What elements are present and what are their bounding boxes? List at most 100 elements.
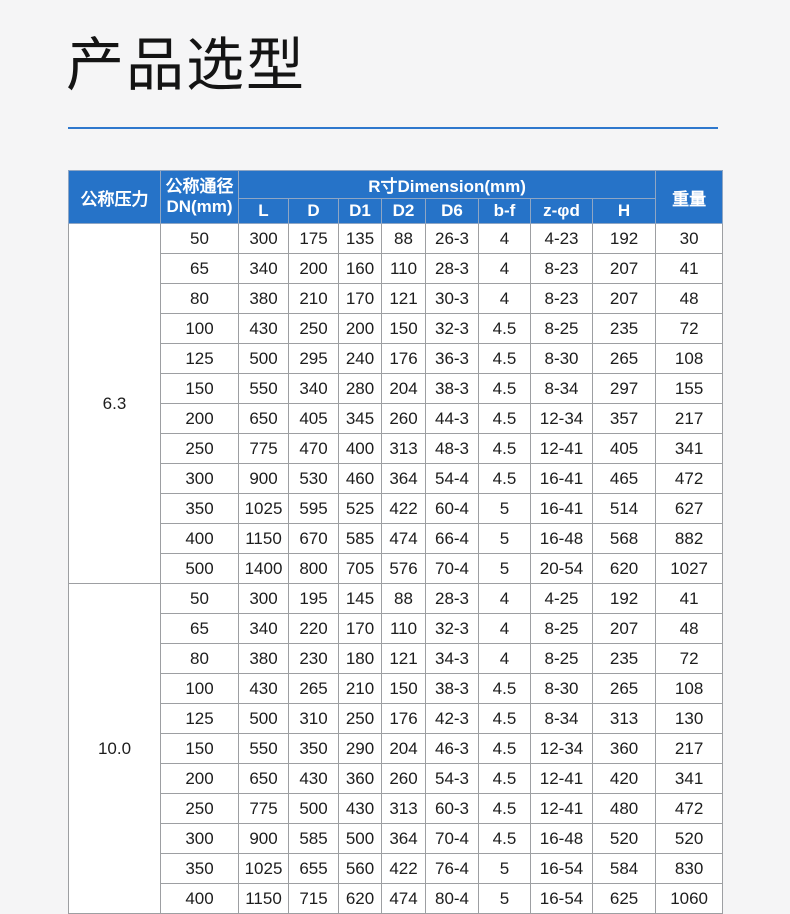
dimension-cell: 4 [478,613,531,644]
dimension-cell: 350 [288,733,339,764]
weight-cell: 48 [655,613,724,644]
page-title: 产品选型 [66,33,307,98]
dn-cell: 250 [160,793,239,824]
weight-cell: 627 [655,493,724,524]
dimension-cell: 655 [288,853,339,884]
dimension-cell: 313 [591,703,657,734]
weight-cell: 48 [655,283,724,314]
dimension-cell: 4.5 [478,463,531,494]
dimension-cell: 4 [478,583,531,614]
dn-cell: 500 [160,553,239,584]
dn-cell: 350 [160,853,239,884]
dimension-cell: 1400 [238,553,289,584]
table-row: 300 900 530 460 364 54-4 4.5 16-41 465 472 [69,463,724,494]
table-row: 100 430 265 210 150 38-3 4.5 8-30 265 108 [69,673,724,704]
table-row: 200 650 405 345 260 44-3 4.5 12-34 357 217 [69,403,724,434]
dn-cell: 125 [160,703,239,734]
col-header-h: H [591,198,657,224]
dimension-cell: 8-34 [530,703,593,734]
dimension-cell: 8-25 [530,643,593,674]
dimension-cell: 8-30 [530,673,593,704]
dimension-cell: 170 [338,613,382,644]
dimension-cell: 357 [591,403,657,434]
dimension-cell: 16-54 [530,853,593,884]
table-row: 6.3 50 300 175 135 88 26-3 4 4-23 192 30 [68,223,724,584]
col-header-dn-line2: DN(mm) [166,197,233,216]
dimension-cell: 313 [381,433,426,464]
dimension-cell: 4.5 [478,343,531,374]
dimension-cell: 1150 [238,523,289,554]
dimension-cell: 204 [381,733,426,764]
table-row: 10.0 50 300 195 145 88 28-3 4 4-25 192 41 [68,583,724,914]
col-header-d: D [288,198,339,224]
dimension-cell: 430 [238,673,289,704]
dimension-cell: 500 [288,793,339,824]
weight-cell: 217 [655,403,724,434]
weight-cell: 830 [655,853,724,884]
weight-cell: 1027 [655,553,724,584]
dimension-cell: 500 [238,703,289,734]
dimension-cell: 54-4 [425,463,479,494]
dimension-cell: 54-3 [425,763,479,794]
dimension-cell: 36-3 [425,343,479,374]
dimension-cell: 4 [478,223,531,254]
dn-cell: 400 [160,883,239,914]
dimension-cell: 207 [591,613,657,644]
table-row: 125 500 310 250 176 42-3 4.5 8-34 313 130 [69,703,724,734]
weight-cell: 882 [655,523,724,554]
dimension-cell: 88 [381,223,426,254]
dimension-cell: 30-3 [425,283,479,314]
col-header-d6: D6 [425,198,479,224]
dimension-cell: 12-41 [530,793,593,824]
weight-cell: 41 [655,253,724,284]
dn-cell: 80 [160,283,239,314]
dimension-cell: 775 [238,793,289,824]
table-row: 80 380 210 170 121 30-3 4 8-23 207 48 [69,283,724,314]
dimension-cell: 4.5 [478,703,531,734]
dimension-cell: 8-23 [530,283,593,314]
dimension-cell: 4.5 [478,793,531,824]
dimension-cell: 422 [381,493,426,524]
dimension-cell: 360 [591,733,657,764]
col-header-l: L [238,198,289,224]
dimension-cell: 16-48 [530,823,593,854]
dimension-cell: 625 [591,883,657,914]
col-header-bf: b-f [478,198,531,224]
dimension-cell: 80-4 [425,883,479,914]
weight-cell: 41 [655,583,724,614]
dimension-cell: 175 [288,223,339,254]
weight-cell: 130 [655,703,724,734]
dimension-cell: 650 [238,403,289,434]
dimension-cell: 200 [288,253,339,284]
dimension-cell: 204 [381,373,426,404]
dn-cell: 200 [160,763,239,794]
dn-cell: 300 [160,823,239,854]
dimension-cell: 230 [288,643,339,674]
dimension-cell: 150 [381,313,426,344]
dimension-cell: 176 [381,343,426,374]
col-header-dimension-group: R寸Dimension(mm) [237,170,657,199]
dimension-cell: 460 [338,463,382,494]
title-underline [68,127,718,129]
weight-cell: 72 [655,313,724,344]
weight-cell: 30 [655,223,724,254]
dimension-cell: 280 [338,373,382,404]
dimension-cell: 192 [591,223,657,254]
weight-cell: 155 [655,373,724,404]
table-row: 300 900 585 500 364 70-4 4.5 16-48 520 520 [69,823,724,854]
dimension-cell: 180 [338,643,382,674]
dimension-cell: 8-25 [530,613,593,644]
dimension-cell: 595 [288,493,339,524]
dimension-cell: 260 [381,763,426,794]
dimension-cell: 265 [591,673,657,704]
dimension-cell: 195 [288,583,339,614]
dimension-cell: 5 [478,493,531,524]
dimension-cell: 220 [288,613,339,644]
dimension-cell: 4.5 [478,433,531,464]
table-row: 500 1400 800 705 576 70-4 5 20-54 620 1027 [69,553,724,584]
dimension-cell: 160 [338,253,382,284]
dimension-cell: 250 [338,703,382,734]
weight-cell: 472 [655,463,724,494]
dimension-cell: 70-4 [425,823,479,854]
